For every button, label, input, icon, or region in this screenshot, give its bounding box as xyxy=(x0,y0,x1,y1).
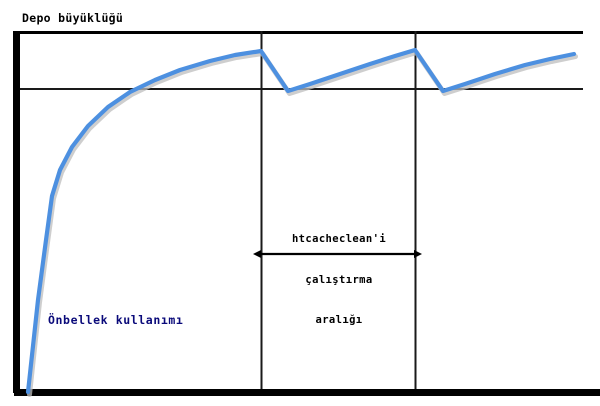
annotation-line-2: çalıştırma xyxy=(305,273,373,286)
cache-usage-curve xyxy=(25,47,577,395)
annotation-line-1: htcacheclean'i xyxy=(291,233,387,245)
cache-usage-label: Önbellek kullanımı xyxy=(48,313,184,327)
cache-usage-curve-shadow xyxy=(27,50,578,397)
cleanup-interval-annotation: htcacheclean'i çalıştırma aralığı xyxy=(262,206,416,355)
annotation-line-3: aralığı xyxy=(315,314,363,326)
page-title: Depo büyüklüğü xyxy=(22,11,124,25)
